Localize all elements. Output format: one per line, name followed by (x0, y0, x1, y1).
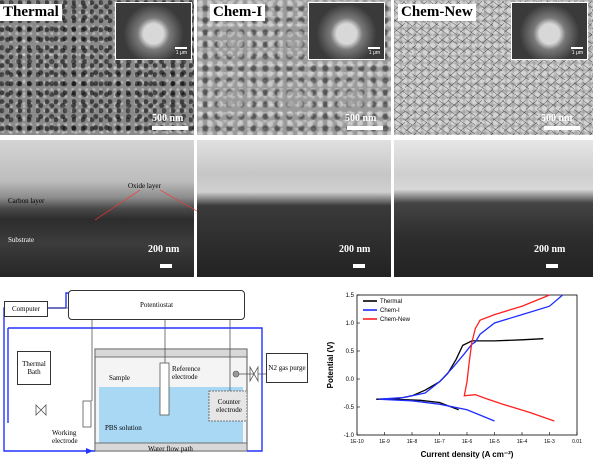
bottom-scale-thermal: 200 nm (148, 244, 180, 255)
top-scale-bar-chem-new (544, 126, 580, 130)
series-line-thermal (376, 338, 544, 411)
computer-box: Computer (4, 301, 48, 317)
bottom-scale-bar-chem-new (546, 264, 558, 268)
legend-entry: Chem-I (380, 308, 400, 314)
plot-frame (356, 294, 578, 436)
polarization-chart: 1E-10 1E-9 1E-8 1E-7 1E-6 1E-5 1E-4 1E-3 0.01 -1.… (326, 293, 582, 459)
x-tick-label: 1E-4 (517, 439, 528, 445)
carbon-layer-label: Carbon layer (8, 197, 45, 205)
x-tick-label: 0.01 (572, 439, 582, 445)
y-tick-label: 1.5 (346, 293, 355, 299)
inset-scale-chem-new: 1 μm (571, 50, 583, 56)
y-tick-label: 0.0 (346, 377, 355, 383)
potentiostat-box: Potentiostat (68, 290, 245, 320)
inset-thermal: 1 μm (115, 2, 192, 60)
top-scale-bar-chem-i (347, 126, 383, 130)
bottom-scale-bar-thermal (160, 264, 172, 268)
sem-bottom-thermal: Oxide layer Carbon layer Substrate 200 n… (0, 140, 194, 277)
sem-top-chem-new: 1 μm 500 nm (394, 0, 593, 135)
y-tick-label: 1.0 (346, 321, 355, 327)
x-tick-label: 1E-6 (462, 439, 473, 445)
oxide-layer-label: Oxide layer (128, 182, 161, 190)
pbs-solution-label: PBS solution (105, 424, 142, 432)
sem-top-thermal: 1 μm 500 nm (0, 0, 194, 135)
label-chem-i: Chem-I (210, 4, 266, 21)
top-scale-chem-i: 500 nm (345, 113, 377, 124)
counter-electrode-label: Counter electrode (216, 398, 242, 414)
series-line-chem-new (463, 294, 555, 422)
bottom-scale-chem-i: 200 nm (339, 244, 371, 255)
inset-chem-new: 1 μm (511, 2, 588, 60)
y-tick-label: -1.0 (344, 433, 355, 439)
inset-chem-i: 1 μm (308, 2, 385, 60)
x-tick-label: 1E-5 (489, 439, 500, 445)
reference-electrode-label: Reference electrode (172, 365, 201, 381)
thermal-bath-box: Thermal Bath (17, 351, 51, 385)
x-tick-label: 1E-9 (379, 439, 390, 445)
x-tick-label: 1E-3 (544, 439, 555, 445)
bottom-scale-bar-chem-i (353, 264, 365, 268)
sem-top-chem-i: 1 μm 500 nm (197, 0, 391, 135)
y-axis-label: Potential (V) (326, 341, 335, 388)
n2-gas-purge-box: N2 gas purge (266, 353, 308, 383)
label-thermal: Thermal (0, 4, 62, 21)
sem-bottom-chem-i: 200 nm (197, 140, 391, 277)
x-tick-label: 1E-7 (434, 439, 445, 445)
schematic: Computer Potentiostat Thermal Bath N2 ga… (0, 283, 310, 464)
water-flow-path-label: Water flow path (148, 445, 193, 453)
schematic-lines (3, 292, 266, 454)
top-scale-bar-thermal (152, 126, 188, 130)
legend-entry: Chem-New (380, 317, 411, 323)
y-tick-label: -0.5 (344, 405, 355, 411)
working-electrode-label: Working electrode (52, 429, 78, 445)
inset-scale-thermal: 1 μm (175, 50, 187, 56)
x-tick-label: 1E-10 (350, 439, 364, 445)
sample-label: Sample (109, 374, 130, 382)
label-chem-new: Chem-New (398, 4, 476, 21)
substrate-label: Substrate (8, 236, 35, 244)
bottom-scale-chem-new: 200 nm (534, 244, 566, 255)
legend-entry: Thermal (380, 299, 402, 305)
y-tick-label: 0.5 (346, 349, 355, 355)
top-scale-thermal: 500 nm (152, 113, 184, 124)
series-line-chem-i (378, 294, 564, 422)
inset-scale-chem-i: 1 μm (368, 50, 380, 56)
top-scale-chem-new: 500 nm (541, 113, 573, 124)
x-tick-label: 1E-8 (407, 439, 418, 445)
x-axis-label: Current density (A cm⁻²) (421, 450, 514, 459)
sem-bottom-chem-new: 200 nm (394, 140, 593, 277)
